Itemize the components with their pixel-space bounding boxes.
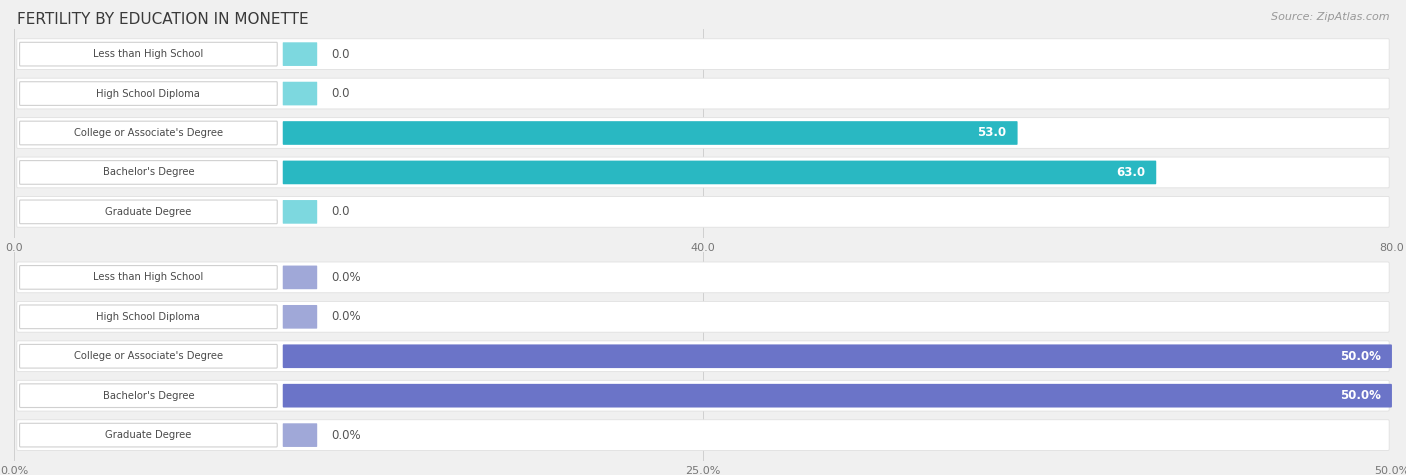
Text: High School Diploma: High School Diploma [97, 88, 200, 99]
FancyBboxPatch shape [20, 384, 277, 408]
FancyBboxPatch shape [17, 380, 1389, 411]
FancyBboxPatch shape [17, 78, 1389, 109]
Text: Graduate Degree: Graduate Degree [105, 430, 191, 440]
FancyBboxPatch shape [20, 266, 277, 289]
Text: 0.0%: 0.0% [330, 428, 360, 442]
Text: 0.0%: 0.0% [330, 271, 360, 284]
Text: High School Diploma: High School Diploma [97, 312, 200, 322]
FancyBboxPatch shape [283, 384, 1392, 408]
FancyBboxPatch shape [17, 341, 1389, 371]
FancyBboxPatch shape [20, 42, 277, 66]
FancyBboxPatch shape [283, 82, 318, 105]
Text: 63.0: 63.0 [1116, 166, 1146, 179]
Text: Graduate Degree: Graduate Degree [105, 207, 191, 217]
Text: 0.0: 0.0 [330, 48, 350, 61]
FancyBboxPatch shape [283, 161, 1156, 184]
FancyBboxPatch shape [283, 344, 1392, 368]
Text: 53.0: 53.0 [977, 126, 1007, 140]
Text: 0.0%: 0.0% [330, 310, 360, 323]
Text: 50.0%: 50.0% [1340, 350, 1381, 363]
FancyBboxPatch shape [17, 302, 1389, 332]
FancyBboxPatch shape [20, 82, 277, 105]
Text: Less than High School: Less than High School [93, 49, 204, 59]
FancyBboxPatch shape [20, 305, 277, 329]
FancyBboxPatch shape [20, 161, 277, 184]
FancyBboxPatch shape [283, 266, 318, 289]
FancyBboxPatch shape [20, 200, 277, 224]
Text: Bachelor's Degree: Bachelor's Degree [103, 390, 194, 401]
FancyBboxPatch shape [20, 423, 277, 447]
FancyBboxPatch shape [17, 39, 1389, 69]
FancyBboxPatch shape [283, 121, 1018, 145]
FancyBboxPatch shape [283, 42, 318, 66]
Text: Less than High School: Less than High School [93, 272, 204, 282]
FancyBboxPatch shape [17, 197, 1389, 227]
Text: College or Associate's Degree: College or Associate's Degree [75, 351, 224, 361]
Text: 0.0: 0.0 [330, 205, 350, 218]
FancyBboxPatch shape [17, 118, 1389, 148]
FancyBboxPatch shape [17, 420, 1389, 450]
Text: Bachelor's Degree: Bachelor's Degree [103, 167, 194, 178]
Text: Source: ZipAtlas.com: Source: ZipAtlas.com [1271, 12, 1389, 22]
FancyBboxPatch shape [17, 262, 1389, 293]
FancyBboxPatch shape [20, 121, 277, 145]
Text: College or Associate's Degree: College or Associate's Degree [75, 128, 224, 138]
Text: FERTILITY BY EDUCATION IN MONETTE: FERTILITY BY EDUCATION IN MONETTE [17, 12, 308, 27]
Text: 0.0: 0.0 [330, 87, 350, 100]
FancyBboxPatch shape [20, 344, 277, 368]
FancyBboxPatch shape [283, 305, 318, 329]
FancyBboxPatch shape [283, 423, 318, 447]
FancyBboxPatch shape [17, 157, 1389, 188]
FancyBboxPatch shape [283, 200, 318, 224]
Text: 50.0%: 50.0% [1340, 389, 1381, 402]
